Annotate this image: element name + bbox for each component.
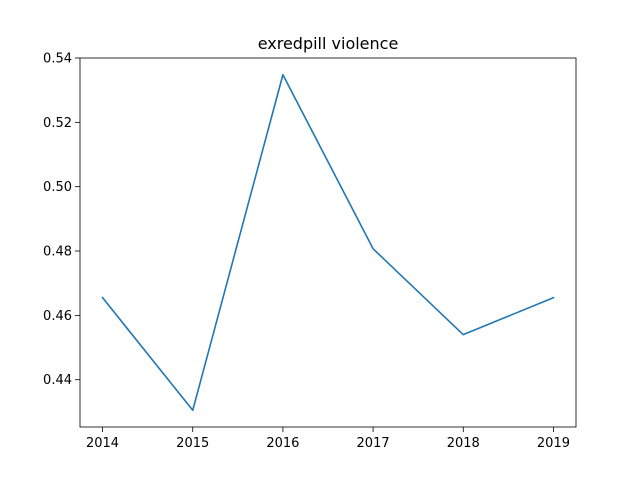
x-tick-label-2016: 2016 — [266, 436, 299, 451]
y-tick-label-0.46: 0.46 — [43, 309, 72, 324]
x-tick-label-2018: 2018 — [447, 436, 480, 451]
x-tick-label-2019: 2019 — [537, 436, 570, 451]
x-tick-label-2014: 2014 — [86, 436, 119, 451]
y-tick-label-0.52: 0.52 — [43, 116, 72, 131]
x-tick-label-2017: 2017 — [357, 436, 390, 451]
axes-frame — [79, 57, 577, 428]
plot-area: 2014 2015 2016 2017 2018 2019 0.44 0.46 0.48 0.50… — [43, 52, 577, 451]
x-tick-label-2015: 2015 — [176, 436, 209, 451]
y-tick-label-0.54: 0.54 — [43, 52, 72, 67]
y-tick-label-0.50: 0.50 — [43, 180, 72, 195]
series-line-0 — [101, 73, 555, 412]
y-tick-label-0.44: 0.44 — [43, 373, 72, 388]
chart-title: exredpill violence — [258, 34, 399, 53]
y-tick-label-0.48: 0.48 — [43, 245, 72, 260]
